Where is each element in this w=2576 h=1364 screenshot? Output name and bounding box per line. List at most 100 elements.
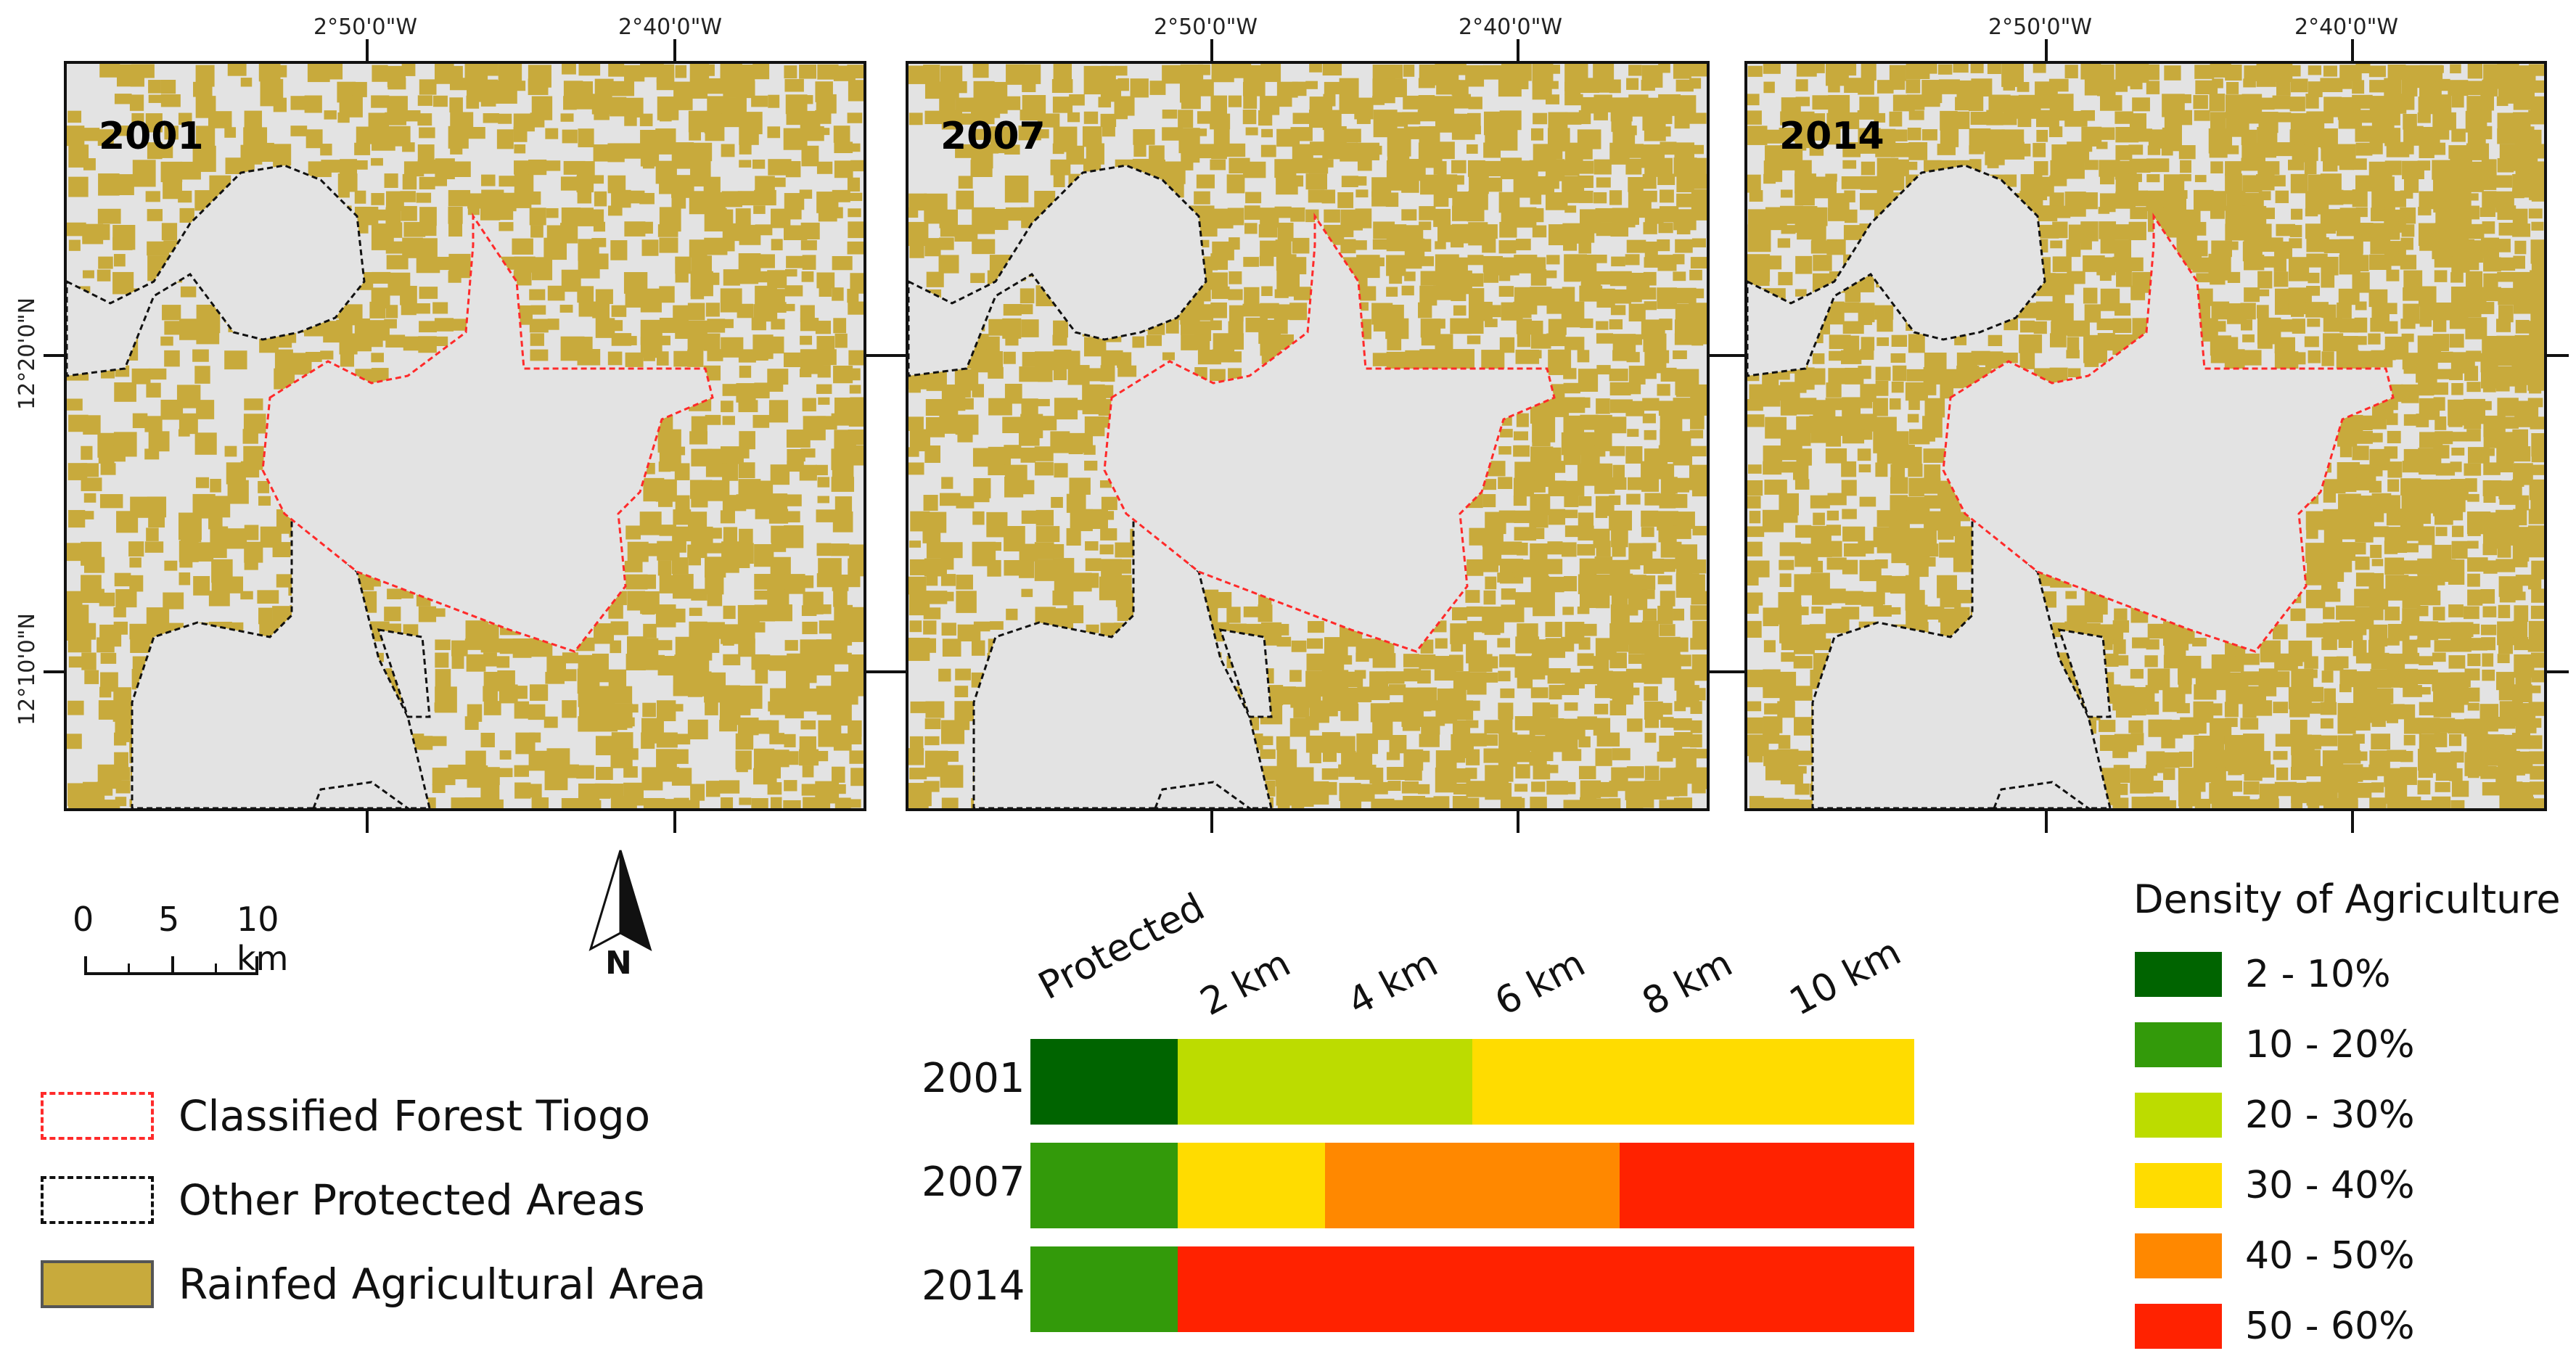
other-protected-area: [312, 781, 410, 808]
other-protected-area: [377, 628, 431, 718]
scale-tick: [84, 956, 87, 975]
lon-label-p1-b: 2°40'0"W: [618, 15, 723, 40]
band-cell: [1472, 1246, 1620, 1332]
lon-label-p3-b: 2°40'0"W: [2294, 15, 2399, 40]
density-legend-item: 30 - 40%: [2135, 1162, 2415, 1209]
tick-mark: [866, 354, 906, 357]
classified-forest-boundary: [261, 213, 714, 653]
band-cell: [1620, 1246, 1767, 1332]
legend-item-classified: Classified Forest Tiogo: [41, 1088, 650, 1143]
legend-swatch-other: [41, 1176, 154, 1224]
legend-item-other: Other Protected Areas: [41, 1172, 645, 1228]
density-label: 2 - 10%: [2245, 953, 2391, 996]
tick-mark: [366, 39, 369, 61]
tick-mark: [2351, 39, 2354, 61]
tick-mark: [2547, 670, 2569, 673]
lon-label-p2-a: 2°50'0"W: [1154, 15, 1258, 40]
lon-label-p2-b: 2°40'0"W: [1459, 15, 1563, 40]
density-label: 10 - 20%: [2245, 1023, 2415, 1067]
density-legend-item: 10 - 20%: [2135, 1021, 2415, 1069]
density-swatch: [2135, 1233, 2222, 1278]
band-cell: [1325, 1039, 1472, 1125]
agriculture-pattern: [1747, 64, 2544, 808]
density-label: 30 - 40%: [2245, 1164, 2415, 1207]
band-row-year: 2007: [922, 1159, 1025, 1206]
map-2001-canvas: [67, 64, 864, 808]
scale-tick: [171, 956, 174, 975]
band-cell: [1030, 1143, 1178, 1228]
agriculture-pattern: [67, 64, 864, 808]
band-cell: [1030, 1039, 1178, 1125]
density-swatch: [2135, 1304, 2222, 1349]
lat-label-a: 12°20'0"N: [14, 297, 40, 410]
other-protected-area: [2057, 628, 2112, 718]
other-protected-area: [1993, 781, 2091, 808]
map-panel-2001: 2001: [64, 61, 866, 811]
density-swatch: [2135, 1093, 2222, 1138]
scale-tick: [255, 956, 258, 975]
legend-label: Classified Forest Tiogo: [179, 1091, 651, 1141]
scale-label-0: 0: [73, 900, 94, 939]
lon-label-p1-a: 2°50'0"W: [313, 15, 418, 40]
band-column-label: Protected: [1031, 885, 1212, 1008]
density-label: 50 - 60%: [2245, 1305, 2415, 1348]
density-swatch: [2135, 1163, 2222, 1208]
tick-mark: [366, 811, 369, 833]
other-protected-area: [1154, 781, 1252, 808]
band-cell: [1472, 1039, 1620, 1125]
scale-tick: [215, 964, 217, 975]
band-cell: [1620, 1143, 1767, 1228]
band-cell: [1767, 1143, 1914, 1228]
band-cell: [1325, 1143, 1472, 1228]
lon-label-p3-a: 2°50'0"W: [1988, 15, 2093, 40]
band-column-label: 10 km: [1782, 930, 1908, 1024]
map-panel-2014: 2014: [1744, 61, 2547, 811]
density-swatch: [2135, 952, 2222, 997]
north-arrow: N: [581, 847, 660, 993]
band-cell: [1178, 1246, 1325, 1332]
map-2007-canvas: [908, 64, 1707, 808]
scale-label-10: 10 km: [237, 900, 289, 978]
other-protected-area: [908, 164, 1207, 377]
band-column-label: 8 km: [1635, 941, 1740, 1024]
lat-label-b: 12°10'0"N: [14, 613, 40, 726]
other-protected-area: [131, 511, 431, 808]
density-legend-item: 40 - 50%: [2135, 1232, 2415, 1280]
other-protected-area: [1747, 164, 2046, 377]
density-legend-item: 20 - 30%: [2135, 1091, 2415, 1139]
classified-forest-boundary: [1942, 213, 2395, 653]
tick-mark: [1517, 39, 1519, 61]
band-cell: [1178, 1039, 1325, 1125]
band-row-year: 2001: [922, 1055, 1025, 1102]
tick-mark: [2351, 811, 2354, 833]
tick-mark: [1210, 811, 1213, 833]
density-swatch: [2135, 1022, 2222, 1067]
map-year-label: 2001: [99, 115, 204, 158]
classified-forest-boundary: [1103, 213, 1556, 653]
other-protected-area: [67, 164, 366, 377]
legend-label: Rainfed Agricultural Area: [179, 1260, 706, 1309]
band-cell: [1472, 1143, 1620, 1228]
tick-mark: [2547, 354, 2569, 357]
density-legend-title: Density of Agriculture: [2133, 876, 2561, 922]
legend-swatch-classified: [41, 1092, 154, 1140]
other-protected-area: [1811, 511, 2112, 808]
legend-item-rainfed: Rainfed Agricultural Area: [41, 1257, 706, 1312]
band-row-year: 2014: [922, 1262, 1025, 1310]
density-legend-item: 2 - 10%: [2135, 950, 2390, 998]
band-cell: [1325, 1246, 1472, 1332]
other-protected-area: [1218, 628, 1273, 718]
tick-mark: [866, 670, 906, 673]
band-cell: [1030, 1246, 1178, 1332]
tick-mark: [44, 670, 64, 673]
tick-mark: [1710, 670, 1744, 673]
tick-mark: [1210, 39, 1213, 61]
tick-mark: [673, 811, 676, 833]
map-2014-canvas: [1747, 64, 2544, 808]
band-column-label: 2 km: [1193, 941, 1298, 1024]
tick-mark: [2045, 39, 2048, 61]
legend-label: Other Protected Areas: [179, 1175, 645, 1225]
band-cell: [1620, 1039, 1767, 1125]
density-label: 20 - 30%: [2245, 1093, 2415, 1137]
map-panel-2007: 2007: [906, 61, 1710, 811]
